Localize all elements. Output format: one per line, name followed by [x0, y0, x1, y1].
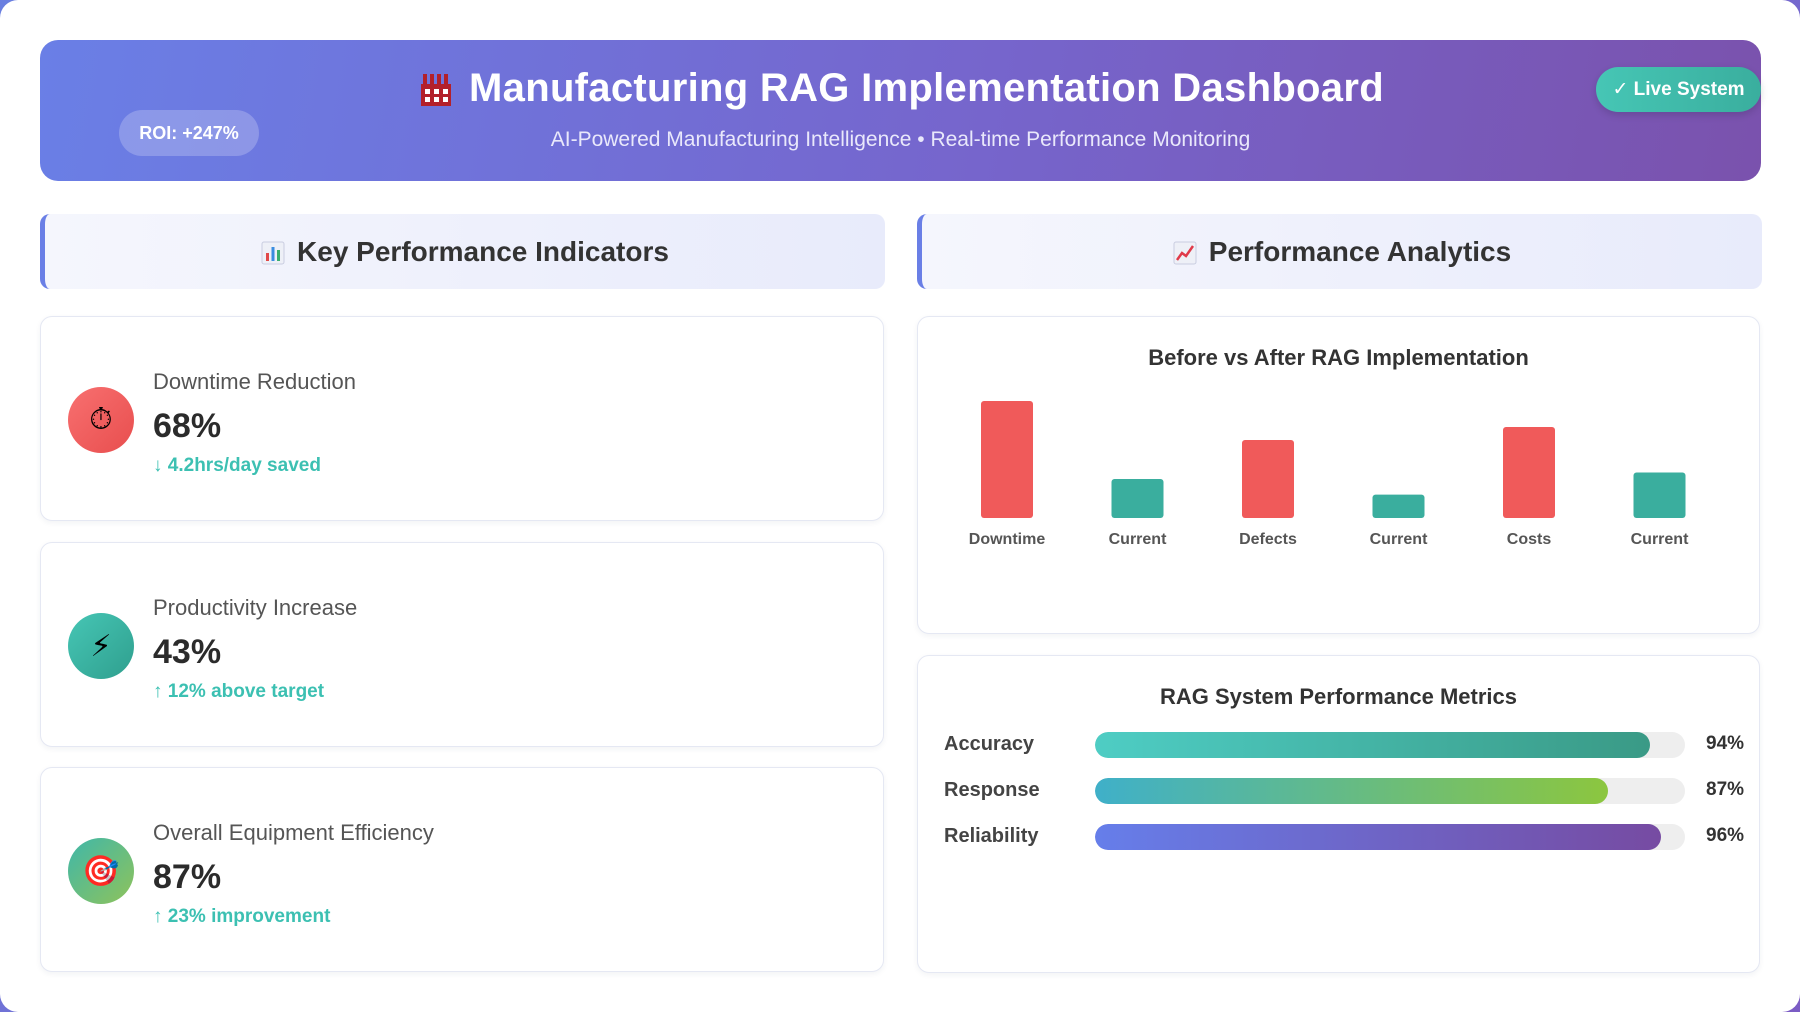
analytics-section-title: Performance Analytics — [1208, 235, 1512, 267]
bar-current-1 — [1111, 479, 1164, 518]
bar-label: Current — [1631, 531, 1689, 548]
bar-label: Current — [1109, 531, 1167, 548]
kpi-value: 43% — [153, 633, 222, 671]
bar-costs-4 — [1503, 427, 1555, 518]
metric-track — [1095, 824, 1685, 850]
page-title-row: Manufacturing RAG Implementation Dashboa… — [40, 66, 1761, 111]
kpi-label: Overall Equipment Efficiency — [153, 820, 434, 845]
page-subtitle: AI-Powered Manufacturing Intelligence • … — [550, 128, 1251, 151]
metric-fill-response — [1095, 778, 1609, 804]
kpi-card-productivity[interactable]: ⚡ Productivity Increase 43% ↑ 12% above … — [40, 542, 884, 747]
metric-fill-accuracy — [1095, 732, 1650, 758]
kpi-change: ↓ 4.2hrs/day saved — [153, 455, 321, 476]
metric-value: 87% — [1706, 779, 1745, 800]
metric-track — [1095, 732, 1685, 758]
rag-metrics-card: RAG System Performance Metrics Accuracy … — [917, 655, 1760, 973]
before-after-bar-chart: Downtime Current Defects Current Costs Curren… — [969, 401, 1689, 548]
bar-label: Defects — [1239, 531, 1297, 548]
metric-label: Accuracy — [944, 733, 1035, 755]
kpi-change: ↑ 12% above target — [153, 681, 325, 702]
chart-title: Before vs After RAG Implementation — [1148, 345, 1529, 370]
metric-row-reliability: Reliability 96% — [944, 822, 1744, 852]
lightning-icon: ⚡ — [68, 613, 134, 679]
kpi-card-oee[interactable]: 🎯 Overall Equipment Efficiency 87% ↑ 23%… — [40, 767, 884, 972]
roi-badge: ROI: +247% — [119, 110, 259, 156]
metric-row-response: Response 87% — [944, 776, 1744, 806]
bar-downtime-0 — [981, 401, 1033, 518]
metric-fill-reliability — [1095, 824, 1662, 850]
kpi-value: 87% — [153, 858, 222, 896]
live-system-badge[interactable]: ✓ Live System — [1596, 67, 1761, 112]
metrics-title: RAG System Performance Metrics — [1159, 684, 1518, 709]
kpi-label: Downtime Reduction — [153, 369, 356, 394]
metric-label: Reliability — [944, 825, 1039, 847]
bar-label: Downtime — [969, 531, 1046, 548]
page-title: Manufacturing RAG Implementation Dashboa… — [469, 66, 1384, 110]
kpi-label: Productivity Increase — [153, 595, 358, 620]
kpi-value: 68% — [153, 407, 222, 445]
bar-label: Current — [1370, 531, 1428, 548]
bar-label: Costs — [1507, 531, 1552, 548]
metric-label: Response — [944, 779, 1040, 801]
analytics-section-header: Performance Analytics — [917, 214, 1762, 289]
dashboard-header: ROI: +247% Manufacturing RAG Impleme — [40, 40, 1761, 181]
bar-chart-icon — [261, 240, 285, 264]
bar-current-5 — [1633, 472, 1686, 518]
kpi-section-header: Key Performance Indicators — [40, 214, 885, 289]
before-after-chart-card: Before vs After RAG Implementation Downt… — [917, 316, 1760, 634]
kpi-section-title: Key Performance Indicators — [297, 235, 669, 267]
metric-row-accuracy: Accuracy 94% — [944, 730, 1744, 760]
kpi-card-downtime[interactable]: ⏱ Downtime Reduction 68% ↓ 4.2hrs/day sa… — [40, 316, 884, 521]
trend-chart-icon — [1173, 240, 1197, 264]
metric-track — [1095, 778, 1685, 804]
target-icon: 🎯 — [68, 838, 134, 904]
metric-value: 96% — [1706, 825, 1745, 846]
kpi-change: ↑ 23% improvement — [153, 906, 331, 927]
bar-current-3 — [1372, 494, 1425, 518]
factory-icon — [417, 70, 455, 108]
stopwatch-icon: ⏱ — [68, 387, 134, 453]
metric-value: 94% — [1706, 733, 1745, 754]
bar-defects-2 — [1242, 440, 1294, 518]
